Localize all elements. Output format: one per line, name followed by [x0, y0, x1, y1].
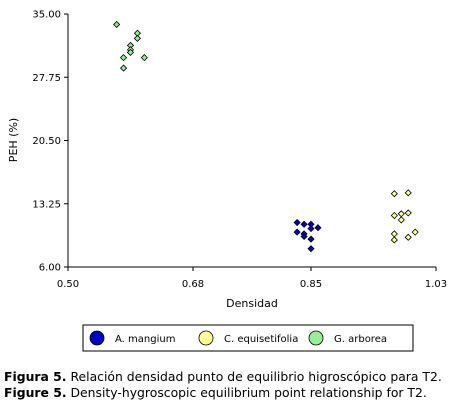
data-points: [113, 20, 419, 253]
y-tick-label: 35.00: [32, 10, 61, 21]
legend: A. mangium C. equisetifolia G. arborea: [82, 324, 414, 352]
legend-item-g-arborea: G. arborea: [308, 330, 387, 346]
y-tick-label: 6.00: [39, 263, 61, 274]
data-point-a-mangium: [293, 228, 301, 236]
axis-ticks: 0.50 0.68 0.85 1.03 6.00 13.25 20.50 27.75 35.00: [32, 10, 447, 291]
figure-caption-es: Figura 5. Relación densidad punto de equ…: [4, 369, 442, 384]
data-point-g-arborea: [119, 64, 128, 72]
data-point-a-mangium: [300, 232, 308, 241]
y-tick-label: 20.50: [32, 136, 61, 147]
data-point-c-equisetifolia: [397, 210, 405, 218]
data-point-a-mangium: [314, 224, 322, 232]
caption-text-en: Density-hygroscopic equilibrium point re…: [66, 385, 427, 400]
data-point-g-arborea: [133, 34, 141, 42]
data-point-c-equisetifolia: [390, 190, 398, 198]
legend-label-a-mangium: A. mangium: [115, 334, 175, 345]
caption-label-en: Figure 5.: [4, 385, 67, 400]
y-axis-label: PEH (%): [7, 118, 20, 162]
x-tick-label: 0.50: [57, 279, 79, 290]
x-tick-label: 0.68: [182, 279, 204, 290]
caption-label-es: Figura 5.: [4, 369, 67, 384]
data-point-a-mangium: [293, 218, 301, 227]
x-tick-label: 1.03: [425, 279, 447, 290]
legend-marker-c-equisetifolia: [198, 330, 214, 346]
caption-text-es: Relación densidad punto de equilibrio hi…: [66, 369, 442, 384]
legend-label-c-equisetifolia: C. equisetifolia: [224, 334, 298, 345]
data-point-g-arborea: [126, 48, 135, 56]
x-axis-label: Densidad: [226, 297, 278, 310]
y-tick-label: 27.75: [32, 73, 61, 84]
y-tick-label: 13.25: [32, 199, 61, 210]
legend-marker-a-mangium: [89, 330, 105, 346]
legend-label-g-arborea: G. arborea: [334, 334, 387, 345]
data-point-c-equisetifolia: [404, 233, 412, 241]
data-point-c-equisetifolia: [390, 230, 398, 238]
legend-box: [82, 324, 414, 352]
data-point-c-equisetifolia: [404, 189, 412, 197]
data-point-g-arborea: [140, 54, 148, 62]
data-point-c-equisetifolia: [411, 228, 419, 236]
data-point-a-mangium: [307, 235, 315, 243]
data-point-g-arborea: [119, 54, 128, 62]
data-point-c-equisetifolia: [397, 216, 405, 224]
legend-item-c-equisetifolia: C. equisetifolia: [198, 330, 298, 346]
legend-marker-g-arborea: [308, 330, 324, 346]
figure-caption-en: Figure 5. Density-hygroscopic equilibriu…: [4, 385, 427, 400]
x-tick-label: 0.85: [300, 279, 322, 290]
plot-area: 0.50 0.68 0.85 1.03 6.00 13.25 20.50 27.75 35.00: [32, 10, 447, 291]
data-point-c-equisetifolia: [390, 236, 398, 244]
data-point-a-mangium: [307, 245, 315, 253]
data-point-g-arborea: [113, 20, 121, 29]
data-point-c-equisetifolia: [390, 211, 398, 220]
legend-item-a-mangium: A. mangium: [89, 330, 175, 346]
data-point-c-equisetifolia: [404, 209, 412, 217]
data-point-a-mangium: [300, 220, 308, 228]
data-point-a-mangium: [307, 225, 315, 233]
